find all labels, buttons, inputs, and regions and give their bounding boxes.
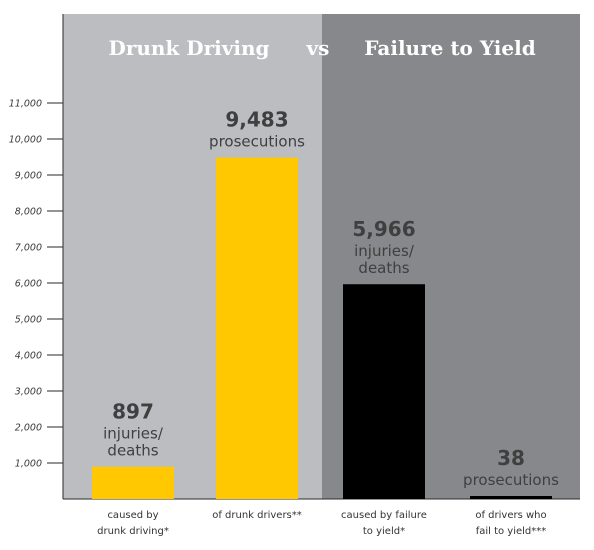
bar-value-label: 897 <box>112 400 154 424</box>
x-category-label: to yield* <box>363 526 405 537</box>
bar-desc-label: injuries/ <box>354 242 415 260</box>
title-vs: vs <box>306 36 330 60</box>
bar-2 <box>216 157 298 499</box>
x-category-label: fail to yield*** <box>476 526 547 537</box>
value-labels: 897injuries/deaths9,483prosecutions5,966… <box>103 108 559 489</box>
y-tick-label: 1,000 <box>15 459 42 470</box>
y-tick-label: 9,000 <box>15 171 42 182</box>
y-axis-ticks: 1,000 2,000 3,000 4,000 5,000 6,000 7,000 8,000… <box>9 99 63 470</box>
title-right: Failure to Yield <box>364 36 535 60</box>
y-tick-label: 8,000 <box>15 207 42 218</box>
bar-desc-label: prosecutions <box>463 471 559 489</box>
bar-1 <box>92 466 174 499</box>
bar-value-label: 9,483 <box>225 108 288 132</box>
y-tick-label: 6,000 <box>15 279 42 290</box>
bar-value-label: 5,966 <box>352 217 415 241</box>
y-tick-label: 3,000 <box>15 387 42 398</box>
bar-desc-label: deaths <box>107 442 158 460</box>
title-left: Drunk Driving <box>108 36 269 60</box>
x-category-label: caused by <box>107 510 158 521</box>
bar-desc-label: prosecutions <box>209 133 305 151</box>
x-category-label: of drivers who <box>475 510 546 521</box>
x-category-label: caused by failure <box>341 510 427 521</box>
x-category-labels: caused by drunk driving* of drunk drivers*… <box>97 510 547 537</box>
bar-desc-label: injuries/ <box>103 425 164 443</box>
y-tick-label: 10,000 <box>9 135 42 146</box>
x-category-label: drunk driving* <box>97 526 169 537</box>
bar-desc-label: deaths <box>358 259 409 277</box>
y-tick-label: 7,000 <box>15 243 42 254</box>
y-tick-label: 11,000 <box>9 99 42 110</box>
bar-value-label: 38 <box>497 446 525 470</box>
bars <box>92 157 552 499</box>
bar-4 <box>470 496 552 499</box>
y-tick-label: 4,000 <box>15 351 42 362</box>
y-tick-label: 5,000 <box>15 315 42 326</box>
y-tick-label: 2,000 <box>15 423 42 434</box>
x-category-label: of drunk drivers** <box>212 510 302 521</box>
bar-3 <box>343 284 425 499</box>
